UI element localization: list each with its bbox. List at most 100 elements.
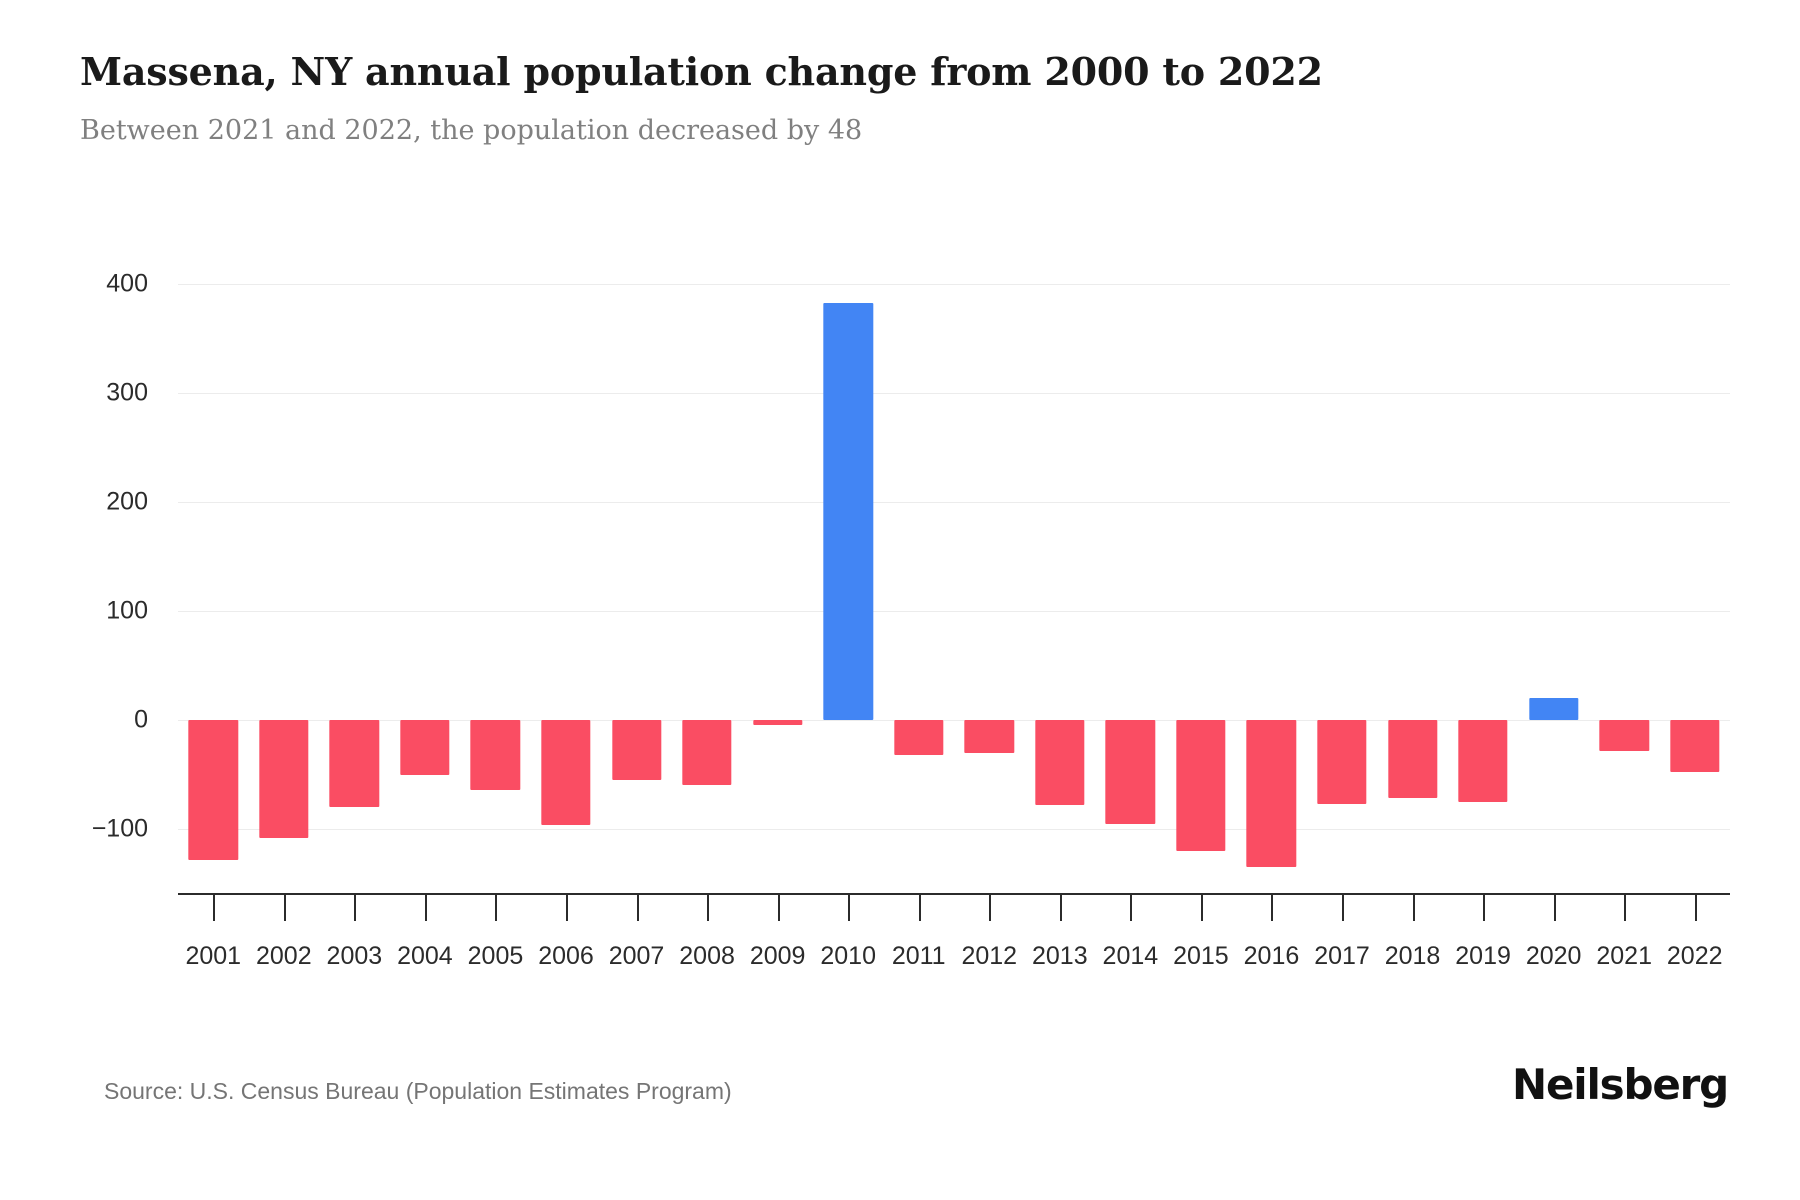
y-axis-tick-label: 100 xyxy=(106,596,148,625)
bar-2005[interactable] xyxy=(470,720,521,790)
x-axis-tick xyxy=(636,895,639,921)
bars-group xyxy=(178,0,1730,1200)
bar-slot xyxy=(1448,0,1519,1200)
bar-2015[interactable] xyxy=(1176,720,1226,851)
x-axis-tick-label: 2020 xyxy=(1525,942,1582,970)
bar-slot xyxy=(178,0,249,1200)
x-axis-tick xyxy=(1200,895,1203,921)
x-axis-tick xyxy=(213,895,216,921)
y-axis-tick-label: 300 xyxy=(106,378,148,407)
x-axis-tick xyxy=(1059,895,1062,921)
bar-slot xyxy=(249,0,320,1200)
x-axis-tick-label: 2001 xyxy=(185,942,242,970)
x-axis-tick-label: 2012 xyxy=(961,942,1018,970)
x-axis-tick-label: 2006 xyxy=(538,942,594,970)
bar-slot xyxy=(1025,0,1096,1200)
x-axis-tick xyxy=(1624,895,1627,921)
bar-slot xyxy=(954,0,1025,1200)
x-axis-tick xyxy=(918,895,921,921)
bar-2010[interactable] xyxy=(823,302,873,720)
x-axis-tick-label: 2021 xyxy=(1596,942,1652,970)
bar-2012[interactable] xyxy=(964,720,1014,753)
x-axis-tick-label: 2005 xyxy=(467,942,524,970)
bar-2014[interactable] xyxy=(1105,720,1156,824)
gridline--100 xyxy=(178,829,1730,830)
bar-slot xyxy=(460,0,531,1200)
x-axis-tick-label: 2015 xyxy=(1173,942,1229,970)
y-axis-tick-label: 0 xyxy=(134,705,148,734)
bar-slot xyxy=(390,0,461,1200)
x-axis-tick-label: 2018 xyxy=(1384,942,1441,970)
x-axis-tick xyxy=(495,895,498,921)
gridlines-group xyxy=(178,0,1730,1200)
bar-2006[interactable] xyxy=(541,720,591,825)
x-axis-tick-label: 2013 xyxy=(1032,942,1088,970)
x-axis-tick-label: 2014 xyxy=(1102,942,1159,970)
x-axis-tick-label: 2011 xyxy=(891,942,946,970)
x-axis-tick-label: 2016 xyxy=(1243,942,1300,970)
gridline-200 xyxy=(178,502,1730,503)
gridline-400 xyxy=(178,284,1730,285)
source-note: Source: U.S. Census Bureau (Population E… xyxy=(104,1078,732,1104)
bar-slot xyxy=(1236,0,1307,1200)
bar-slot xyxy=(1377,0,1448,1200)
x-axis-tick xyxy=(566,895,568,921)
x-axis-line xyxy=(178,893,1730,895)
bar-2004[interactable] xyxy=(400,720,450,775)
gridline-100 xyxy=(178,611,1730,612)
bar-slot xyxy=(742,0,813,1200)
bar-2021[interactable] xyxy=(1599,720,1649,751)
brand-logo: Neilsberg xyxy=(1512,1060,1729,1109)
y-axis-tick-label: −100 xyxy=(91,814,148,843)
bar-slot xyxy=(813,0,884,1200)
x-axis-tick xyxy=(848,895,851,921)
y-axis-tick-label: 400 xyxy=(106,269,148,298)
chart-subtitle: Between 2021 and 2022, the population de… xyxy=(80,114,863,146)
gridline-300 xyxy=(178,393,1730,394)
x-axis-tick-label: 2004 xyxy=(397,942,453,970)
bar-slot xyxy=(1659,0,1730,1200)
bar-2017[interactable] xyxy=(1317,720,1367,804)
bar-2007[interactable] xyxy=(611,720,662,780)
bar-2001[interactable] xyxy=(188,720,238,860)
x-axis-tick xyxy=(424,895,427,921)
x-axis-tick xyxy=(1483,895,1486,921)
bar-2002[interactable] xyxy=(259,720,309,838)
x-axis-tick xyxy=(1412,895,1415,921)
bar-2019[interactable] xyxy=(1458,720,1508,802)
bar-slot xyxy=(1095,0,1166,1200)
x-axis-tick xyxy=(1342,895,1344,921)
bar-2020[interactable] xyxy=(1528,698,1579,720)
x-axis-tick xyxy=(1130,895,1133,921)
x-axis-tick-label: 2002 xyxy=(256,942,312,970)
x-axis-tick xyxy=(1694,895,1697,921)
bar-slot xyxy=(531,0,602,1200)
bar-2009[interactable] xyxy=(752,720,803,726)
x-axis-tick-label: 2003 xyxy=(326,942,383,970)
bar-slot xyxy=(883,0,954,1200)
bar-2018[interactable] xyxy=(1387,720,1438,799)
bar-2013[interactable] xyxy=(1035,720,1085,806)
x-axis-tick-label: 2008 xyxy=(679,942,735,970)
bar-slot xyxy=(672,0,743,1200)
x-axis-tick xyxy=(1553,895,1556,921)
bar-slot xyxy=(1589,0,1660,1200)
x-axis-tick-label: 2009 xyxy=(749,942,806,970)
x-axis-tick-label: 2007 xyxy=(608,942,665,970)
bar-2008[interactable] xyxy=(682,720,732,786)
bar-2011[interactable] xyxy=(894,720,944,755)
bar-slot xyxy=(601,0,672,1200)
x-axis-tick xyxy=(354,895,357,921)
bar-2016[interactable] xyxy=(1246,720,1297,868)
bar-2022[interactable] xyxy=(1670,720,1720,773)
x-axis-tick-label: 2022 xyxy=(1666,942,1723,970)
bar-slot xyxy=(1166,0,1237,1200)
bar-slot xyxy=(1518,0,1589,1200)
bar-2003[interactable] xyxy=(329,720,380,808)
chart-header: Massena, NY annual population change fro… xyxy=(80,48,1680,147)
x-axis-tick-label: 2019 xyxy=(1455,942,1511,970)
x-axis-tick xyxy=(283,895,286,921)
x-axis-tick xyxy=(707,895,710,921)
x-axis-tick xyxy=(1271,895,1274,921)
